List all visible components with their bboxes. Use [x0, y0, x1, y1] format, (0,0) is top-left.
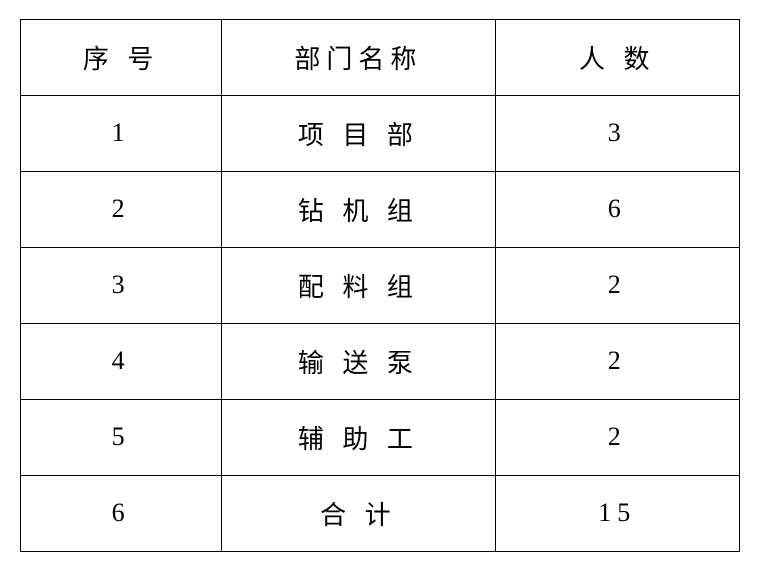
header-count: 人 数 [495, 19, 739, 95]
table-row: 4 输 送 泵 2 [21, 323, 740, 399]
cell-department: 项 目 部 [222, 95, 495, 171]
cell-count: 6 [495, 171, 739, 247]
header-department: 部门名称 [222, 19, 495, 95]
cell-count: 2 [495, 323, 739, 399]
cell-department: 输 送 泵 [222, 323, 495, 399]
cell-department: 合 计 [222, 475, 495, 551]
cell-department: 配 料 组 [222, 247, 495, 323]
table-row: 2 钻 机 组 6 [21, 171, 740, 247]
cell-count: 3 [495, 95, 739, 171]
cell-serial: 1 [21, 95, 222, 171]
cell-department: 钻 机 组 [222, 171, 495, 247]
cell-serial: 6 [21, 475, 222, 551]
table-row: 3 配 料 组 2 [21, 247, 740, 323]
table-header-row: 序 号 部门名称 人 数 [21, 19, 740, 95]
cell-serial: 3 [21, 247, 222, 323]
table-row-total: 6 合 计 15 [21, 475, 740, 551]
cell-serial: 5 [21, 399, 222, 475]
header-serial: 序 号 [21, 19, 222, 95]
table-row: 1 项 目 部 3 [21, 95, 740, 171]
cell-count: 2 [495, 247, 739, 323]
table-row: 5 辅 助 工 2 [21, 399, 740, 475]
staffing-table: 序 号 部门名称 人 数 1 项 目 部 3 2 钻 机 组 6 3 配 料 组… [20, 19, 740, 552]
cell-serial: 2 [21, 171, 222, 247]
staffing-table-container: 序 号 部门名称 人 数 1 项 目 部 3 2 钻 机 组 6 3 配 料 组… [20, 19, 740, 552]
cell-serial: 4 [21, 323, 222, 399]
cell-department: 辅 助 工 [222, 399, 495, 475]
cell-count: 2 [495, 399, 739, 475]
cell-count: 15 [495, 475, 739, 551]
